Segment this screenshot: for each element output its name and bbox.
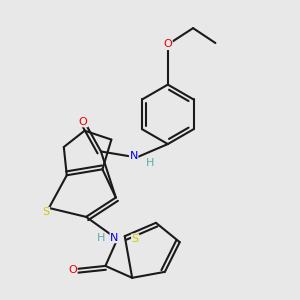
Text: O: O [68,266,77,275]
Text: S: S [132,234,139,244]
Text: H: H [97,233,105,243]
Text: S: S [42,207,50,218]
Text: N: N [110,233,118,243]
Text: N: N [130,151,138,161]
Text: O: O [164,40,172,50]
Text: O: O [79,117,88,127]
Text: H: H [146,158,154,168]
